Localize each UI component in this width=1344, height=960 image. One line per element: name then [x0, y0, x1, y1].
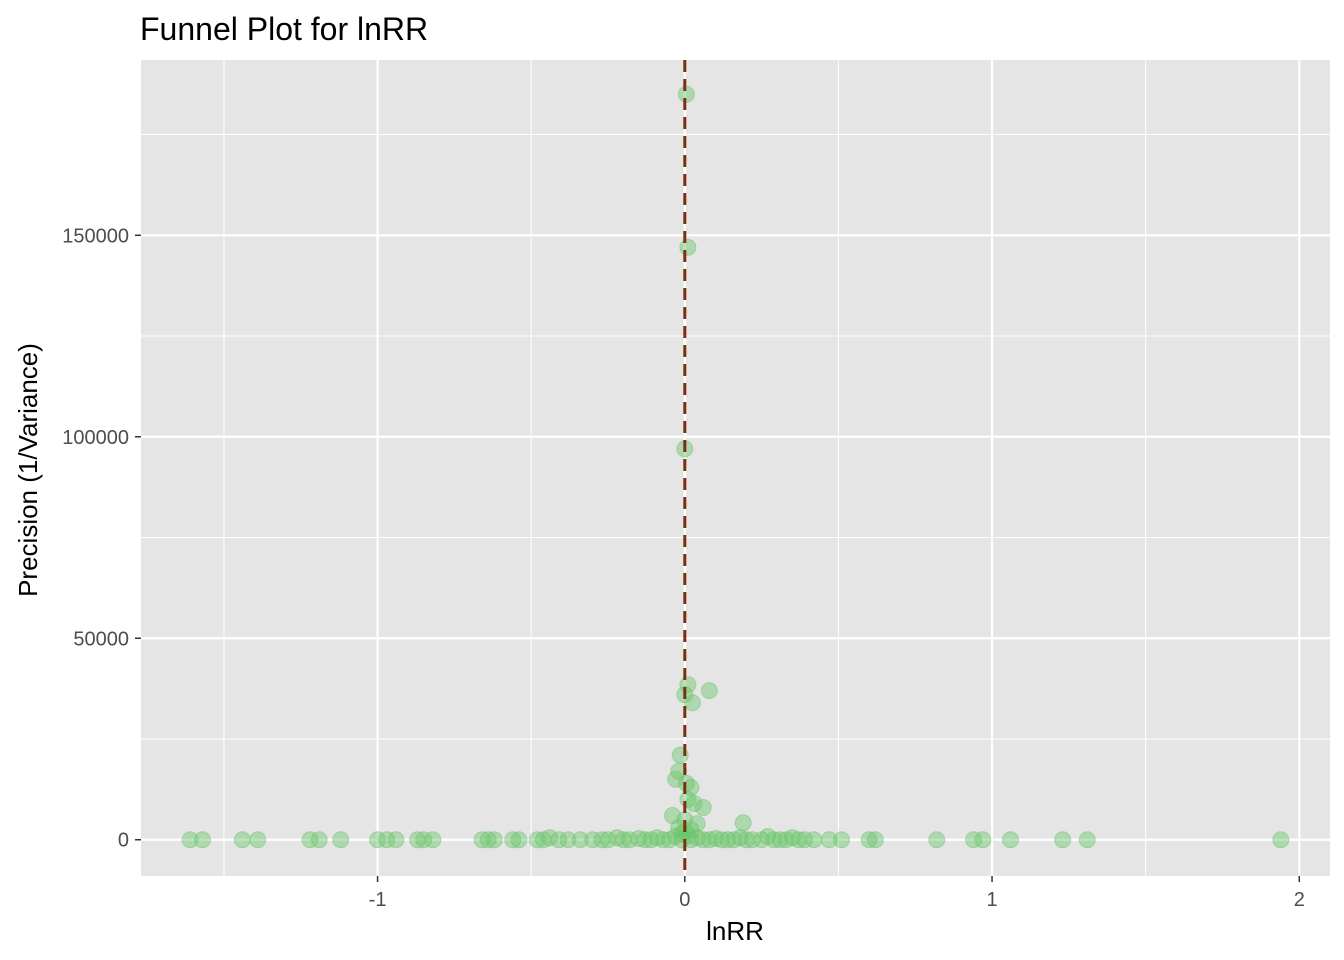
- x-axis-title: lnRR: [706, 916, 764, 946]
- data-point: [485, 831, 503, 849]
- data-point: [713, 831, 731, 849]
- x-tick-label: 1: [986, 889, 997, 911]
- data-point: [719, 831, 737, 849]
- data-point: [725, 831, 743, 849]
- data-point: [424, 831, 442, 849]
- data-point: [683, 694, 701, 712]
- y-axis-ticks: 0 50000 100000 150000: [62, 225, 141, 852]
- y-tick-label: 50000: [73, 628, 129, 650]
- data-point: [1001, 831, 1019, 849]
- data-point: [559, 831, 577, 849]
- data-point: [707, 830, 725, 848]
- data-point: [667, 770, 685, 788]
- data-point: [510, 831, 528, 849]
- y-tick-label: 0: [118, 830, 129, 852]
- data-point: [504, 831, 522, 849]
- data-point: [608, 829, 626, 847]
- data-point: [974, 831, 992, 849]
- data-point: [682, 831, 700, 849]
- data-point: [332, 831, 350, 849]
- data-point: [771, 831, 789, 849]
- data-point: [805, 831, 823, 849]
- data-point: [700, 831, 718, 849]
- y-axis-title: Precision (1/Variance): [13, 343, 43, 597]
- data-point: [820, 831, 838, 849]
- data-point: [765, 831, 783, 849]
- data-point: [679, 238, 697, 256]
- data-point: [648, 829, 666, 847]
- data-points: [181, 85, 1290, 849]
- x-tick-label: -1: [369, 889, 387, 911]
- x-tick-label: 0: [679, 889, 690, 911]
- data-point: [737, 831, 755, 849]
- data-point: [193, 831, 211, 849]
- data-point: [860, 831, 878, 849]
- plot-panel: [141, 60, 1330, 876]
- data-point: [369, 831, 387, 849]
- y-tick-label: 100000: [62, 427, 129, 449]
- minor-gridlines: [141, 60, 1330, 876]
- y-tick-label: 150000: [62, 225, 129, 247]
- data-point: [630, 830, 648, 848]
- data-point: [700, 682, 718, 700]
- data-point: [550, 831, 568, 849]
- data-point: [249, 831, 267, 849]
- data-point: [301, 831, 319, 849]
- data-point: [796, 831, 814, 849]
- chart-title: Funnel Plot for lnRR: [140, 11, 428, 47]
- data-point: [409, 831, 427, 849]
- data-point: [614, 831, 632, 849]
- data-point: [688, 815, 706, 833]
- data-point: [866, 831, 884, 849]
- data-point: [688, 829, 706, 847]
- data-point: [528, 831, 546, 849]
- data-point: [734, 814, 752, 832]
- data-point: [642, 831, 660, 849]
- data-point: [1054, 831, 1072, 849]
- data-point: [783, 829, 801, 847]
- data-point: [832, 831, 850, 849]
- data-point: [731, 829, 749, 847]
- data-point: [378, 831, 396, 849]
- data-point: [1078, 831, 1096, 849]
- data-point: [965, 831, 983, 849]
- data-point: [694, 831, 712, 849]
- data-point: [387, 831, 405, 849]
- data-point: [621, 831, 639, 849]
- data-point: [473, 831, 491, 849]
- data-point: [181, 831, 199, 849]
- data-point: [310, 831, 328, 849]
- data-point: [479, 831, 497, 849]
- data-point: [928, 831, 946, 849]
- data-point: [415, 831, 433, 849]
- data-point: [584, 831, 602, 849]
- data-point: [789, 831, 807, 849]
- data-point: [233, 831, 251, 849]
- data-point: [694, 798, 712, 816]
- data-point: [777, 831, 795, 849]
- data-point: [571, 831, 589, 849]
- x-tick-label: 2: [1294, 889, 1305, 911]
- x-axis-ticks: -1 0 1 2: [369, 876, 1305, 911]
- data-point: [534, 831, 552, 849]
- data-point: [1272, 831, 1290, 849]
- data-point: [636, 831, 654, 849]
- data-point: [677, 85, 695, 103]
